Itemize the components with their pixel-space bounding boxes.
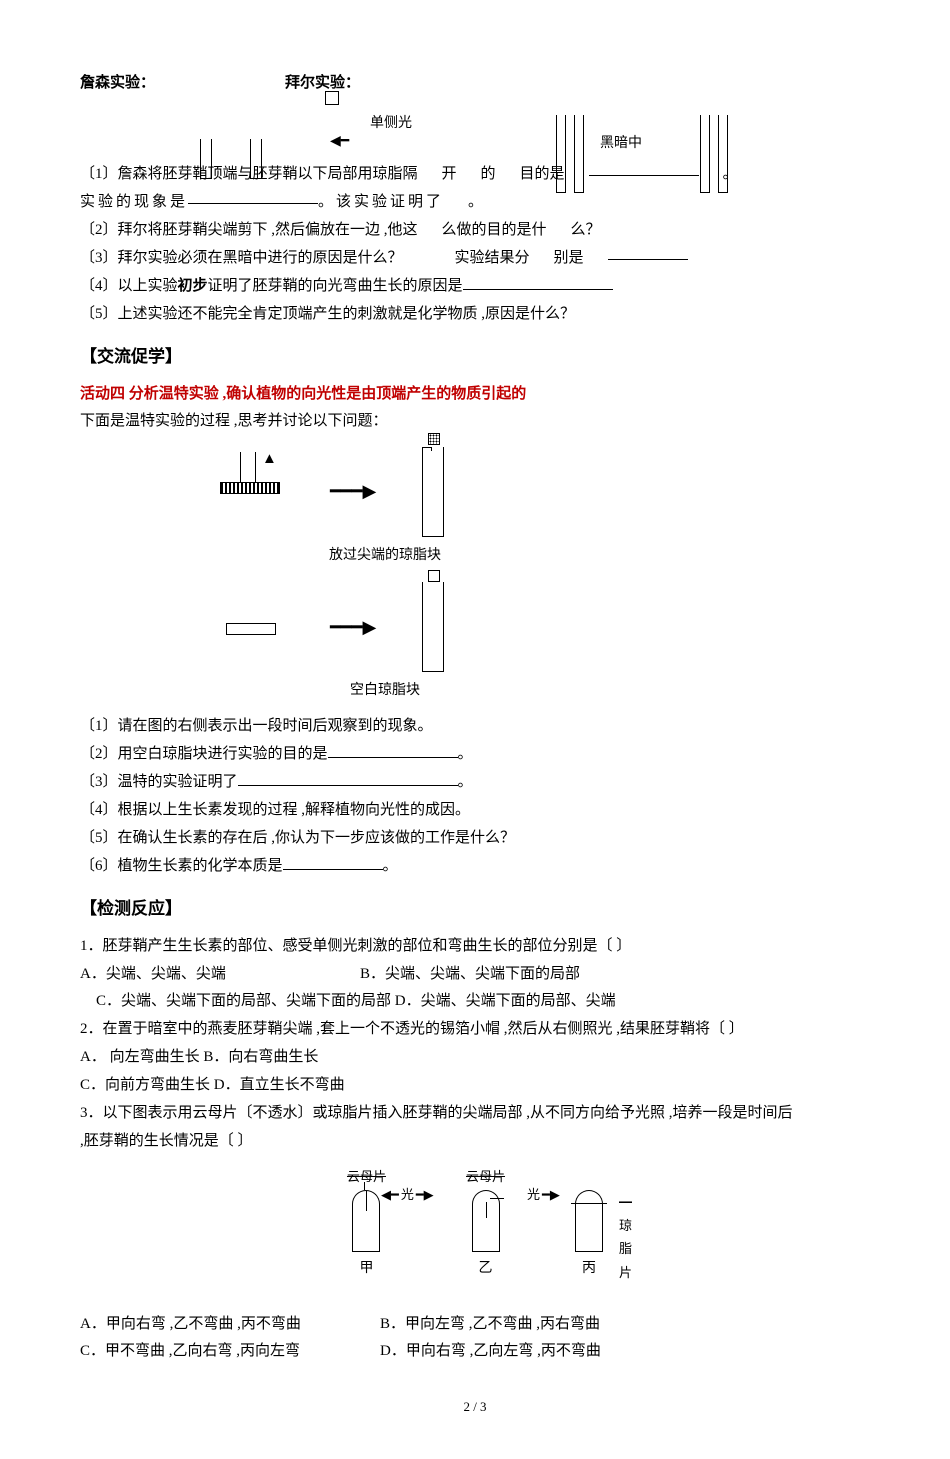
q3-a: 〔3〕拜尔实验必须在黑暗中进行的原因是什么？ <box>80 245 403 272</box>
t-q1a: A．尖端、尖端、尖端 <box>80 961 360 988</box>
arrow-right-icon: ━━━▶ <box>330 611 376 643</box>
t-q1c: C．尖端、尖端下面的局部、尖端下面的局部 D．尖端、尖端下面的局部、尖端 <box>80 988 870 1015</box>
mica-label: 云母片 <box>347 1169 386 1184</box>
q1-part-b: 开 <box>442 161 457 188</box>
light-label: 光 <box>527 1183 540 1206</box>
wq6b: 。 <box>383 858 398 874</box>
q2-c: 么？ <box>571 217 601 244</box>
t-q2a: A． 向左弯曲生长 B．向右弯曲生长 <box>80 1044 870 1071</box>
yi-label: 乙 <box>479 1256 493 1281</box>
mica-label: 云母片 <box>466 1169 505 1184</box>
q4-c: 证明了胚芽鞘的向光弯曲生长的原因是 <box>208 278 463 294</box>
opt-c: C．甲不弯曲 ,乙向右弯 ,丙向左弯 <box>80 1338 380 1365</box>
q1-part-c: 的 <box>481 161 496 188</box>
opt-b: B．甲向左弯 ,乙不弯曲 ,丙右弯曲 <box>380 1311 600 1338</box>
top-diagram-zone: 单侧光 ◀━ 黑暗中 <box>80 101 870 161</box>
q5: 〔5〕上述实验还不能完全肯定顶端产生的刺激就是化学物质 ,原因是什么？ <box>80 306 575 322</box>
wq6a: 〔6〕植物生长素的化学本质是 <box>80 858 283 874</box>
zhan-header: 詹森实验： <box>80 70 155 97</box>
agar-label: 琼脂片 <box>619 1218 632 1280</box>
t-q2: 2．在置于暗室中的燕麦胚芽鞘尖端 ,套上一个不透光的锡箔小帽 ,然后从右侧照光 … <box>80 1016 870 1043</box>
blank <box>188 189 318 204</box>
bai-header: 拜尔实验： <box>285 70 360 97</box>
opt-d: D．甲向右弯 ,乙向左弯 ,丙不弯曲 <box>380 1338 601 1365</box>
t-q3b: ,胚芽鞘的生长情况是〔 〕 <box>80 1128 870 1155</box>
q3-diagram: 云母片 ◀━ 光 ━▶ 甲 云母片 乙 x 光 ━▶ <box>80 1165 870 1282</box>
light-label: 单侧光 <box>370 111 412 136</box>
q1-l2c: 。 <box>468 189 486 216</box>
light-label: 光 <box>401 1183 414 1206</box>
q3-c: 别是 <box>554 245 584 272</box>
opt-a: A．甲向右弯 ,乙不弯曲 ,丙不弯曲 <box>80 1311 380 1338</box>
wente-cap2: 空白琼脂块 <box>210 678 560 703</box>
q3-b: 实验结果分 <box>455 245 530 272</box>
wq3b: 。 <box>458 774 473 790</box>
wq5: 〔5〕在确认生长素的存在后 ,你认为下一步应该做的工作是什么？ <box>80 825 870 852</box>
blank <box>283 855 383 870</box>
t-q1b: B．尖端、尖端、尖端下面的局部 <box>360 961 580 988</box>
blank <box>463 275 613 290</box>
blank <box>328 743 458 758</box>
wq3a: 〔3〕温特的实验证明了 <box>80 774 238 790</box>
q2-a: 〔2〕拜尔将胚芽鞘尖端剪下 ,然后偏放在一边 ,他这 <box>80 217 418 244</box>
page-number: 2 / 3 <box>80 1395 870 1418</box>
activity4-title: 活动四 分析温特实验 ,确认植物的向光性是由顶端产生的物质引起的 <box>80 381 870 408</box>
wq2a: 〔2〕用空白琼脂块进行实验的目的是 <box>80 746 328 762</box>
wq4: 〔4〕根据以上生长素发现的过程 ,解释植物向光性的成因。 <box>80 797 870 824</box>
dark-label: 黑暗中 <box>600 131 642 156</box>
q1-l2a: 实验的现象是 <box>80 189 188 216</box>
arrowhead-left-icon: ◀━ <box>330 129 349 154</box>
arrow-right-icon: ━━━▶ <box>330 475 376 507</box>
t-q1: 1．胚芽鞘产生生长素的部位、感受单侧光刺激的部位和弯曲生长的部位分别是〔 〕 <box>80 933 870 960</box>
bing-label: 丙 <box>582 1256 596 1281</box>
section-exchange: 【交流促学】 <box>80 342 870 373</box>
wq1: 〔1〕请在图的右侧表示出一段时间后观察到的现象。 <box>80 713 870 740</box>
q4-a: 〔4〕以上实验 <box>80 278 178 294</box>
section-test: 【检测反应】 <box>80 894 870 925</box>
q1-part-a: 〔1〕詹森将胚芽鞘顶端与胚芽鞘以下局部用琼脂隔 <box>80 161 418 188</box>
q4-b: 初步 <box>178 278 208 294</box>
t-q2c: C．向前方弯曲生长 D．直立生长不弯曲 <box>80 1072 870 1099</box>
blank <box>608 245 688 260</box>
blank <box>589 161 699 176</box>
blank <box>238 771 458 786</box>
t-q3a: 3．以下图表示用云母片〔不透水〕或琼脂片插入胚芽鞘的尖端局部 ,从不同方向给予光… <box>80 1100 870 1127</box>
wente-diagram: ▲ ━━━▶ 放过尖端的琼脂块 ━━━▶ 空白琼脂块 <box>210 447 560 703</box>
q2-b: 么做的目的是什 <box>442 217 547 244</box>
activity4-intro: 下面是温特实验的过程 ,思考并讨论以下问题： <box>80 408 870 435</box>
jia-label: 甲 <box>359 1256 373 1281</box>
wente-cap1: 放过尖端的琼脂块 <box>210 543 560 568</box>
wq2b: 。 <box>458 746 473 762</box>
q1-l2b: 。该实验证明了 <box>318 189 444 216</box>
